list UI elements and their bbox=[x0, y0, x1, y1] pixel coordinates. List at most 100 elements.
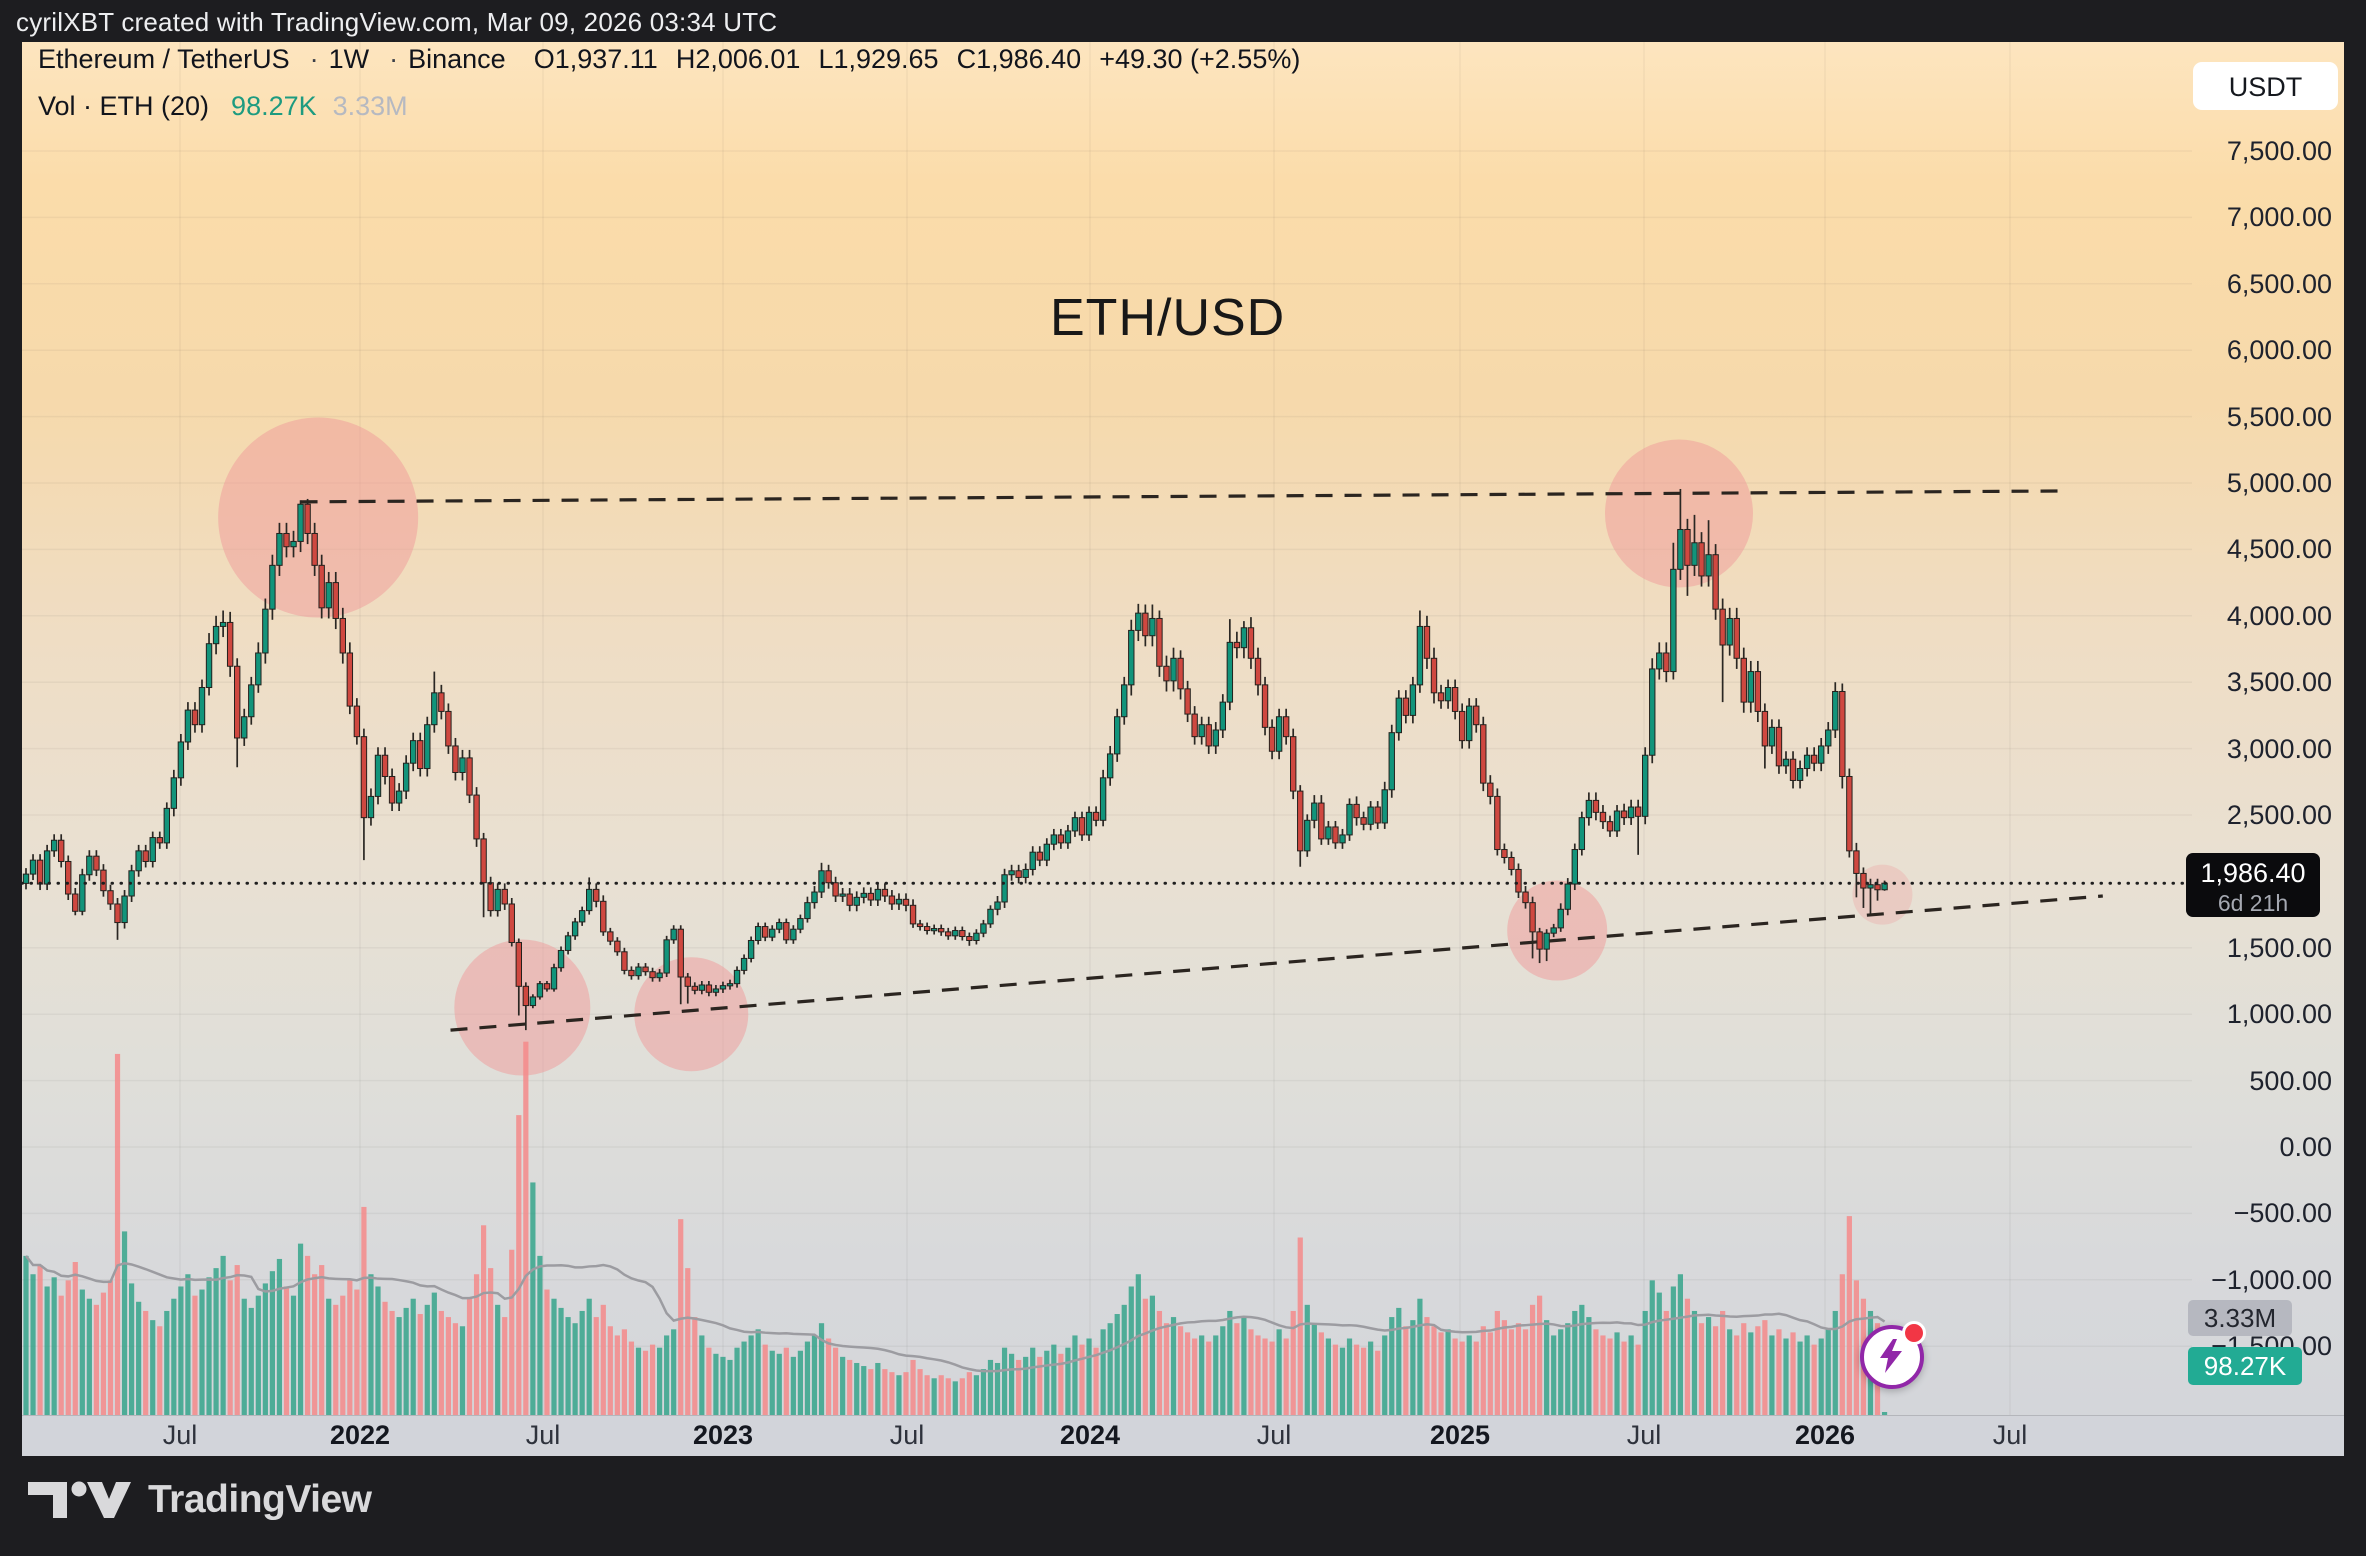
volume-bar bbox=[1642, 1310, 1648, 1415]
candle-up bbox=[86, 855, 93, 876]
volume-bar bbox=[741, 1341, 747, 1415]
candle-down bbox=[466, 757, 473, 796]
open-label: O bbox=[533, 44, 555, 74]
volume-current-value: 98.27K bbox=[231, 91, 317, 121]
volume-indicator-label[interactable]: Vol · ETH (20) bbox=[38, 91, 210, 121]
volume-bar bbox=[241, 1298, 247, 1415]
time-tick-year: 2023 bbox=[692, 1420, 754, 1450]
volume-bar bbox=[1255, 1335, 1261, 1415]
candle-down bbox=[438, 692, 445, 712]
tradingview-logo[interactable]: TradingView bbox=[28, 1478, 372, 1522]
volume-bar bbox=[1325, 1338, 1331, 1415]
candle-down bbox=[1733, 617, 1740, 659]
chart-area[interactable]: ETH/USD Ethereum / TetherUS · 1W · Binance O1… bbox=[22, 42, 2344, 1456]
candle-down bbox=[480, 838, 487, 884]
volume-bar bbox=[959, 1378, 965, 1415]
price-tick-label: 6,000.00 bbox=[2226, 335, 2332, 366]
volume-bar bbox=[347, 1280, 353, 1415]
last-price-badge: 1,986.40 6d 21h bbox=[2186, 853, 2320, 917]
price-chart-canvas[interactable] bbox=[22, 42, 2192, 1415]
volume-bar bbox=[1192, 1338, 1198, 1415]
volume-bar bbox=[1656, 1292, 1662, 1415]
candle-up bbox=[1649, 668, 1656, 756]
volume-bar bbox=[1163, 1323, 1170, 1415]
volume-ma-line bbox=[25, 1255, 1886, 1373]
footer-bar: TradingView bbox=[0, 1456, 2366, 1556]
volume-bar bbox=[389, 1310, 395, 1415]
volume-bar bbox=[65, 1280, 71, 1415]
candle-down bbox=[1501, 849, 1508, 858]
volume-bar bbox=[1410, 1320, 1416, 1415]
candle-down bbox=[1494, 795, 1501, 851]
candle-up bbox=[205, 643, 213, 689]
candle-up bbox=[712, 988, 720, 993]
interval-label[interactable]: 1W bbox=[328, 44, 370, 74]
candle-up bbox=[149, 837, 156, 862]
candle-down bbox=[691, 985, 698, 991]
candle-down bbox=[234, 665, 241, 739]
volume-bar bbox=[121, 1231, 128, 1415]
symbol-name[interactable]: Ethereum / TetherUS bbox=[38, 44, 290, 74]
notification-dot bbox=[1902, 1321, 1926, 1345]
volume-bar bbox=[1544, 1320, 1550, 1415]
volume-bar bbox=[966, 1372, 972, 1415]
volume-bar bbox=[889, 1372, 895, 1415]
candle-up bbox=[1613, 810, 1621, 832]
volume-bar bbox=[1037, 1356, 1043, 1415]
candle-down bbox=[1761, 710, 1769, 747]
volume-bar bbox=[1572, 1310, 1578, 1415]
volume-bar bbox=[1142, 1298, 1148, 1415]
volume-bar bbox=[1262, 1338, 1268, 1415]
candle-down bbox=[1078, 817, 1086, 836]
candle-up bbox=[1128, 629, 1135, 686]
volume-bar bbox=[1318, 1332, 1324, 1415]
volume-bar bbox=[192, 1295, 198, 1415]
volume-bar bbox=[635, 1347, 642, 1415]
highlight-circles-layer bbox=[218, 417, 1913, 1076]
close-label: C bbox=[956, 44, 977, 74]
volume-bar bbox=[1677, 1274, 1683, 1415]
volume-bar bbox=[30, 1274, 36, 1415]
volume-bar bbox=[614, 1335, 620, 1415]
volume-bar bbox=[1417, 1298, 1423, 1415]
volume-bar bbox=[840, 1356, 846, 1415]
candle-up bbox=[79, 874, 86, 912]
candle-up bbox=[177, 741, 185, 779]
separator: · bbox=[389, 44, 399, 74]
symbol-info-line[interactable]: Ethereum / TetherUS · 1W · Binance O1,937.11 H… bbox=[38, 44, 1300, 75]
grid-layer bbox=[22, 42, 2192, 1415]
volume-bar bbox=[1248, 1329, 1254, 1415]
candle-down bbox=[1282, 716, 1290, 738]
candle-down bbox=[916, 923, 924, 928]
price-tick-label: 1,500.00 bbox=[2226, 932, 2332, 963]
volume-bar bbox=[1515, 1323, 1522, 1415]
volume-indicator-line[interactable]: Vol · ETH (20) 98.27K 3.33M bbox=[38, 91, 408, 122]
candle-down bbox=[508, 903, 515, 943]
candle-up bbox=[550, 967, 558, 990]
volume-bar bbox=[994, 1362, 1001, 1415]
candle-down bbox=[487, 882, 494, 912]
volume-bar bbox=[762, 1344, 768, 1415]
candle-up bbox=[374, 754, 382, 797]
time-tick-year: 2022 bbox=[329, 1420, 391, 1450]
volume-bar bbox=[107, 1280, 114, 1415]
candle-up bbox=[1198, 724, 1205, 738]
candle-up bbox=[459, 757, 466, 774]
volume-bar bbox=[790, 1356, 796, 1415]
quote-currency-button[interactable]: USDT bbox=[2193, 62, 2338, 110]
time-axis[interactable]: Jul 2022 Jul 2023 Jul 2024 Jul 2025 Jul 2026 Jul bbox=[22, 1415, 2344, 1456]
price-axis[interactable]: 7,500.00 7,000.00 6,500.00 6,000.00 5,500.00… bbox=[2192, 42, 2344, 1415]
volume-bar bbox=[565, 1317, 571, 1415]
volume-bar bbox=[269, 1271, 275, 1415]
candle-up bbox=[325, 582, 332, 609]
candle-down bbox=[65, 860, 72, 895]
volume-bar bbox=[1529, 1304, 1536, 1415]
candle-down bbox=[1839, 690, 1846, 777]
volume-bar bbox=[945, 1378, 951, 1415]
candle-down bbox=[923, 926, 931, 932]
volume-bar bbox=[1361, 1347, 1367, 1415]
volume-bar bbox=[459, 1326, 466, 1415]
candle-down bbox=[1353, 803, 1360, 819]
volume-bar bbox=[825, 1338, 832, 1415]
lightning-icon-button[interactable] bbox=[1860, 1321, 1926, 1389]
